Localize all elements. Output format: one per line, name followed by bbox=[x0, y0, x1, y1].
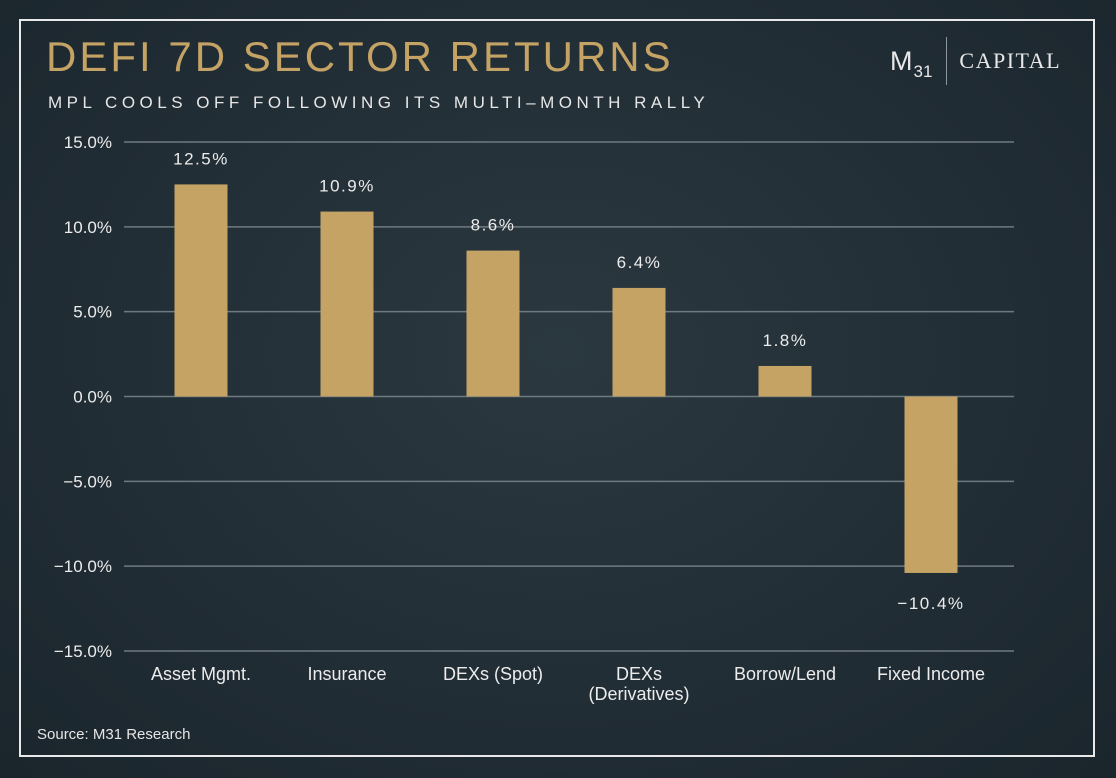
x-tick-label: DEXs (Spot) bbox=[443, 664, 543, 684]
x-tick-label: DEXs bbox=[616, 664, 662, 684]
x-tick-label: Insurance bbox=[307, 664, 386, 684]
x-tick-label: Borrow/Lend bbox=[734, 664, 836, 684]
y-tick-label: −10.0% bbox=[54, 557, 112, 576]
y-tick-label: 5.0% bbox=[73, 303, 112, 322]
data-labels: 12.5% 10.9% 8.6% 6.4% 1.8% −10.4% bbox=[173, 149, 964, 613]
m31-capital-logo: M31 CAPITAL bbox=[890, 36, 1061, 86]
y-axis-ticks: 15.0% 10.0% 5.0% 0.0% −5.0% −10.0% −15.0% bbox=[54, 133, 112, 661]
source-note: Source: M31 Research bbox=[37, 726, 191, 743]
bar bbox=[904, 396, 958, 573]
logo-31-subscript: 31 bbox=[913, 61, 933, 81]
logo-divider bbox=[946, 37, 948, 85]
y-tick-label: −15.0% bbox=[54, 642, 112, 661]
logo-m31-mark: M31 bbox=[890, 45, 932, 80]
x-axis-ticks: Asset Mgmt. Insurance DEXs (Spot) DEXs(Deri… bbox=[151, 664, 985, 704]
data-label: −10.4% bbox=[897, 594, 964, 613]
data-label: 10.9% bbox=[319, 177, 375, 196]
bar bbox=[320, 211, 374, 397]
y-tick-label: 0.0% bbox=[73, 388, 112, 407]
x-tick-label: Fixed Income bbox=[877, 664, 985, 684]
data-label: 6.4% bbox=[617, 253, 662, 272]
bars bbox=[174, 184, 958, 573]
logo-m-letter: M bbox=[890, 45, 913, 76]
bar bbox=[758, 365, 812, 397]
chart-subtitle: MPL COOLS OFF FOLLOWING ITS MULTI–MONTH … bbox=[48, 93, 710, 112]
chart-title: DEFI 7D SECTOR RETURNS bbox=[46, 33, 674, 80]
y-tick-label: −5.0% bbox=[63, 472, 112, 491]
data-label: 8.6% bbox=[471, 216, 516, 235]
data-label: 1.8% bbox=[763, 331, 808, 350]
x-tick-label: (Derivatives) bbox=[588, 684, 689, 704]
bar bbox=[174, 184, 228, 397]
bar bbox=[466, 250, 520, 397]
y-tick-label: 15.0% bbox=[64, 133, 112, 152]
bar bbox=[612, 287, 666, 397]
slide-border bbox=[19, 19, 1095, 757]
logo-capital-text: CAPITAL bbox=[959, 48, 1062, 73]
data-label: 12.5% bbox=[173, 149, 229, 168]
y-tick-label: 10.0% bbox=[64, 218, 112, 237]
x-tick-label: Asset Mgmt. bbox=[151, 664, 251, 684]
gridlines bbox=[124, 141, 1014, 652]
